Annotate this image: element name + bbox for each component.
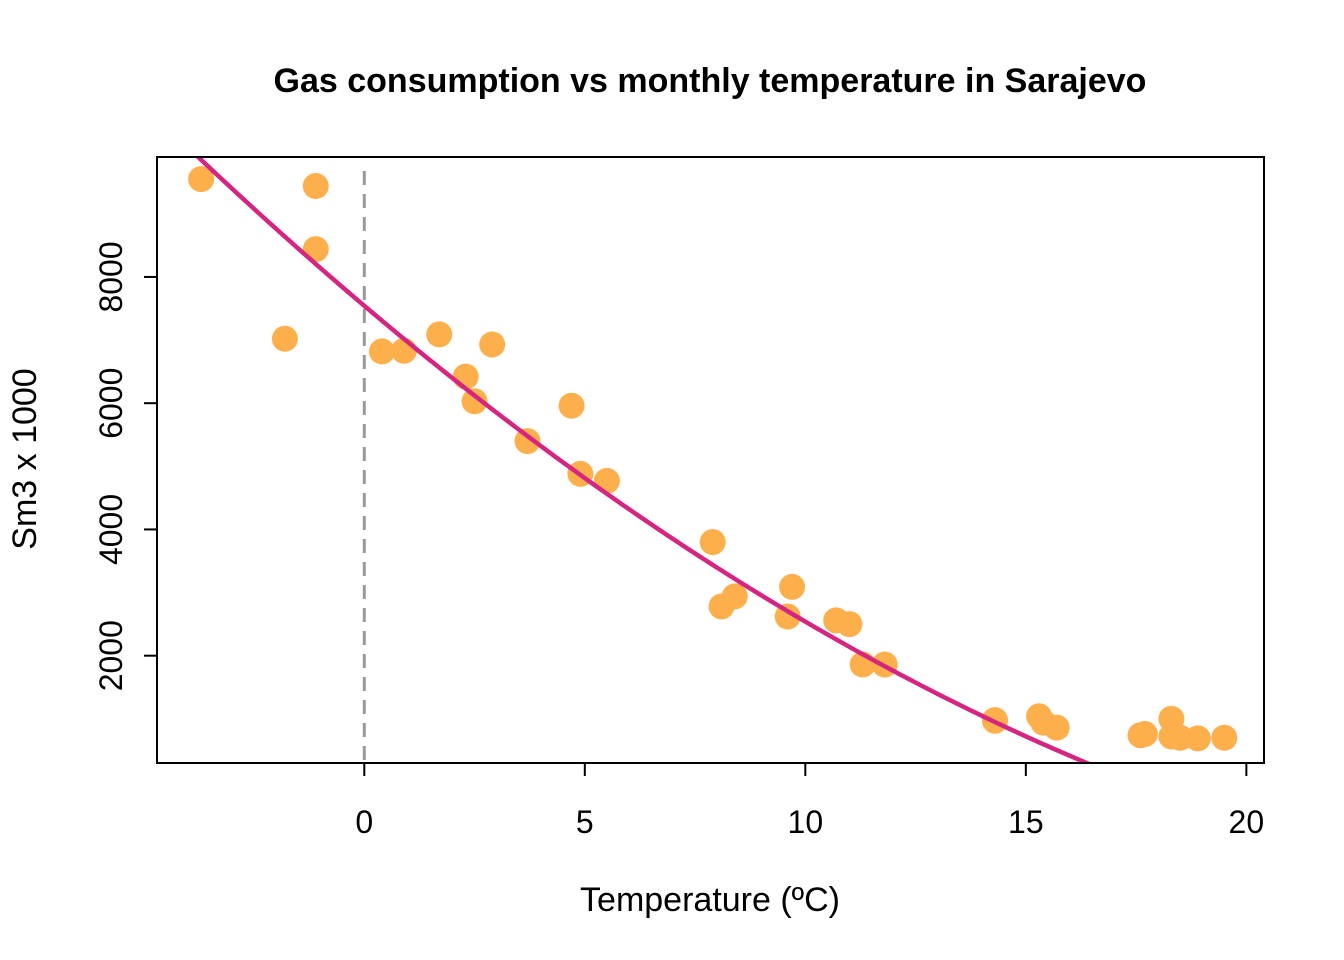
x-axis-label: Temperature (ºC) — [580, 881, 840, 919]
data-point — [514, 428, 541, 455]
data-point — [779, 573, 806, 600]
data-point — [1184, 725, 1211, 752]
y-axis-label: Sm3 x 1000 — [6, 368, 44, 549]
plot-layer: 0 5 10 15 20 2000 4000 6000 8000 — [93, 156, 1265, 840]
x-tick-label: 20 — [1229, 804, 1265, 840]
data-point — [721, 583, 748, 610]
data-point — [271, 325, 298, 352]
data-point — [699, 529, 726, 556]
y-tick-label: 8000 — [93, 241, 129, 312]
data-point — [1211, 724, 1238, 751]
data-point — [479, 331, 506, 358]
data-point — [1043, 714, 1070, 741]
data-point — [368, 338, 395, 365]
data-point — [774, 603, 801, 630]
data-point — [1131, 720, 1158, 747]
y-tick-label: 6000 — [93, 368, 129, 439]
data-point — [426, 321, 453, 348]
x-tick-label: 10 — [788, 804, 824, 840]
x-tick-label: 15 — [1008, 804, 1044, 840]
data-point — [302, 173, 329, 200]
y-tick-label: 2000 — [93, 620, 129, 691]
chart-title: Gas consumption vs monthly temperature i… — [274, 62, 1147, 100]
x-tick-label: 0 — [355, 804, 373, 840]
fit-curve — [194, 157, 1093, 763]
y-tick-label: 4000 — [93, 494, 129, 565]
data-point — [558, 392, 585, 419]
data-point — [836, 611, 863, 638]
data-point — [461, 388, 488, 415]
x-tick-label: 5 — [576, 804, 594, 840]
data-point — [188, 166, 215, 193]
